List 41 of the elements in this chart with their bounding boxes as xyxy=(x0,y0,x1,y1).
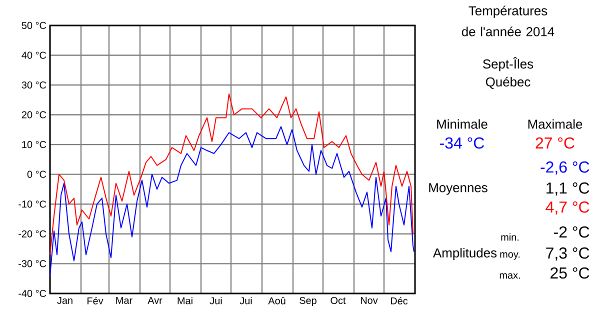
x-tick-label: Jan xyxy=(57,296,72,304)
text: Sept-Îles Québec xyxy=(483,56,534,89)
y-tick-label: -10 °C xyxy=(18,200,46,208)
text: 7,3 °C xyxy=(546,247,590,260)
y-tick-label: 50 °C xyxy=(22,22,46,29)
text: max. xyxy=(500,273,520,279)
y-tick-label: 30 °C xyxy=(22,81,46,88)
text: Maximale xyxy=(528,119,582,129)
y-tick-label: 20 °C xyxy=(22,111,46,118)
text: min. xyxy=(501,233,519,240)
text: moy. xyxy=(500,252,520,260)
y-tick-label: -40 °C xyxy=(18,290,46,297)
y-tick-label: -30 °C xyxy=(18,260,46,268)
y-tick-label: 10 °C xyxy=(22,140,46,148)
text: 1,1 °C xyxy=(546,182,590,196)
x-tick-label: Fév xyxy=(88,296,104,304)
text: Amplitudes xyxy=(433,248,497,260)
text: -34 °C xyxy=(440,137,484,148)
y-tick-label: 0 °C xyxy=(27,170,46,178)
line-series xyxy=(50,93,414,256)
text: -2 °C xyxy=(554,226,590,238)
text: Températures de l'année 2014 xyxy=(462,6,554,36)
x-tick-label: Nov xyxy=(360,296,378,304)
x-tick-label: Sep xyxy=(300,296,316,306)
x-tick-label: Jui xyxy=(210,296,222,304)
y-tick-label: -20 °C xyxy=(18,230,46,238)
x-tick-label: Oct xyxy=(330,296,346,304)
text: Minimale xyxy=(437,119,488,129)
x-tick-label: Mar xyxy=(116,296,132,304)
text: 25 °C xyxy=(550,267,590,278)
y-tick-label: 40 °C xyxy=(22,52,46,59)
line-series xyxy=(50,126,415,276)
x-tick-label: Déc xyxy=(390,296,408,304)
text: 4,7 °C xyxy=(546,201,590,214)
x-tick-label: Avr xyxy=(148,296,162,304)
text: 27 °C xyxy=(536,137,574,148)
text: Moyennes xyxy=(429,183,488,195)
x-tick-label: Jui xyxy=(240,296,252,304)
x-tick-label: Mai xyxy=(178,296,192,304)
text: -2,6 °C xyxy=(540,161,590,174)
x-tick-label: Aoû xyxy=(268,296,286,304)
